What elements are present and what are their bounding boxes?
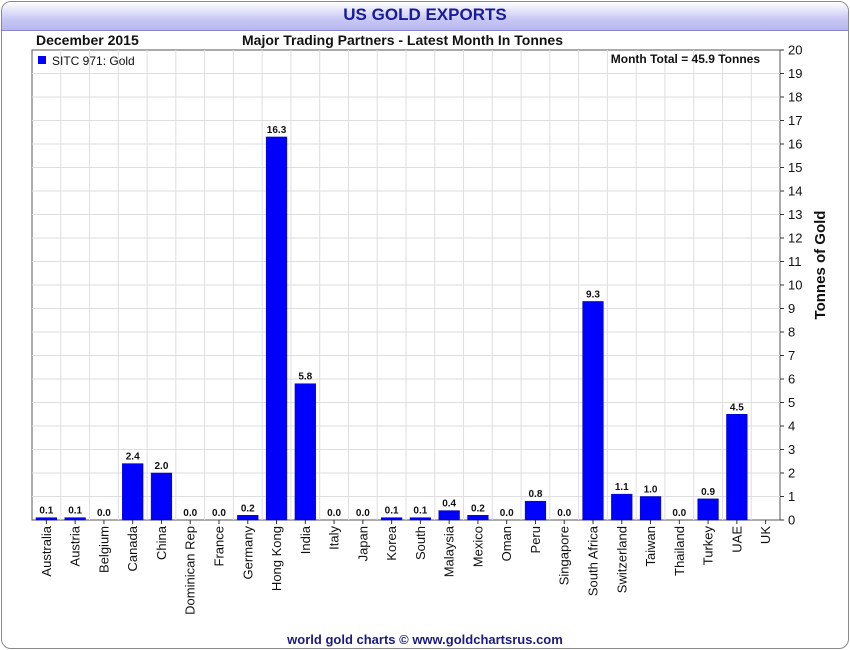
y-tick-label: 4 [788,419,795,434]
bar-korea [381,517,403,521]
y-tick-label: 18 [788,90,802,105]
x-tick-label: Korea [384,525,399,560]
x-tick-label: Singapore [557,526,572,585]
data-label: 0.2 [471,503,485,514]
y-tick-label: 11 [788,254,802,269]
bar-germany [237,515,259,521]
y-tick-label: 2 [788,466,795,481]
bar-malaysia [438,510,460,521]
bar-canada [122,463,144,521]
y-tick-label: 0 [788,513,795,528]
footer-credit: world gold charts © www.goldchartsrus.co… [287,632,563,647]
data-label: 0.1 [68,506,82,517]
data-label: 0.1 [413,506,427,517]
data-label: 0.2 [241,503,255,514]
bar-austria [64,517,86,521]
x-tick-label: Italy [327,526,342,550]
bar-australia [35,517,57,521]
x-tick-label: Switzerland [614,526,629,593]
data-label: 9.3 [586,289,600,300]
x-tick-label: India [298,525,313,554]
y-tick-label: 7 [788,348,795,363]
x-tick-label: Australia [39,525,54,576]
bar-uae [726,414,748,521]
y-tick-label: 20 [788,43,802,58]
data-label: 0.9 [701,487,715,498]
bar-india [294,383,316,521]
data-label: 0.0 [97,508,111,519]
y-tick-label: 6 [788,372,795,387]
date-label: December 2015 [36,32,139,48]
x-tick-label: South Africa [586,525,601,596]
data-label: 0.0 [500,508,514,519]
bar-china [150,472,173,521]
x-tick-label: Peru [528,526,543,553]
x-tick-label: Canada [125,525,140,571]
data-label: 0.4 [442,499,456,510]
y-tick-label: 15 [788,160,802,175]
chart-title: US GOLD EXPORTS [343,5,507,24]
data-label: 0.8 [529,489,543,500]
legend-label: SITC 971: Gold [52,54,135,68]
x-tick-label: UAE [729,526,744,553]
data-label: 0.0 [212,508,226,519]
legend-swatch [38,56,46,64]
x-tick-label: Malaysia [442,525,457,577]
y-tick-label: 13 [788,207,802,222]
data-label: 2.0 [155,461,169,472]
y-tick-label: 5 [788,395,795,410]
y-tick-label: 12 [788,231,802,246]
y-tick-label: 3 [788,442,795,457]
data-label: 0.0 [183,508,197,519]
data-label: 0.0 [356,508,370,519]
title-bar: US GOLD EXPORTS [2,2,848,31]
x-tick-label: Belgium [96,526,111,573]
data-label: 1.1 [615,482,629,493]
x-tick-label: Hong Kong [269,526,284,591]
data-label: 0.1 [385,506,399,517]
x-tick-label: Austria [68,525,83,566]
x-tick-label: China [154,525,169,560]
x-tick-label: Oman [499,526,514,561]
y-tick-label: 10 [788,278,802,293]
y-axis-title: Tonnes of Gold [812,211,829,320]
x-tick-label: Thailand [672,526,687,576]
x-tick-label: Germany [240,526,255,580]
data-label: 2.4 [126,452,140,463]
data-label: 0.0 [327,508,341,519]
x-tick-label: South [413,526,428,560]
x-tick-label: Taiwan [643,526,658,566]
y-tick-label: 1 [788,489,795,504]
chart-subtitle: Major Trading Partners - Latest Month In… [242,32,563,48]
y-tick-label: 9 [788,301,795,316]
bar-taiwan [639,496,662,521]
bar-mexico [467,515,489,521]
y-tick-label: 14 [788,184,802,199]
y-tick-label: 8 [788,325,795,340]
bar-switzerland [611,493,633,521]
data-label: 0.1 [39,506,53,517]
y-tick-label: 16 [788,137,802,152]
x-tick-label: Dominican Rep [183,526,198,615]
data-label: 4.5 [730,402,744,413]
x-tick-label: Mexico [470,526,485,567]
bar-hong-kong [265,136,288,521]
bar-south [409,517,431,521]
data-label: 16.3 [267,125,287,136]
y-tick-label: 17 [788,113,802,128]
bar-south-africa [582,301,604,521]
bar-peru [524,500,547,521]
x-tick-label: Turkey [701,526,716,566]
x-tick-label: UK [758,526,773,544]
data-label: 5.8 [298,372,312,383]
x-tick-label: Japan [355,526,370,561]
data-label: 0.0 [672,508,686,519]
data-label: 1.0 [644,485,658,496]
month-total: Month Total = 45.9 Tonnes [611,52,761,66]
data-label: 0.0 [557,508,571,519]
y-tick-label: 19 [788,66,802,81]
x-tick-label: France [212,526,227,566]
bar-turkey [697,498,719,521]
